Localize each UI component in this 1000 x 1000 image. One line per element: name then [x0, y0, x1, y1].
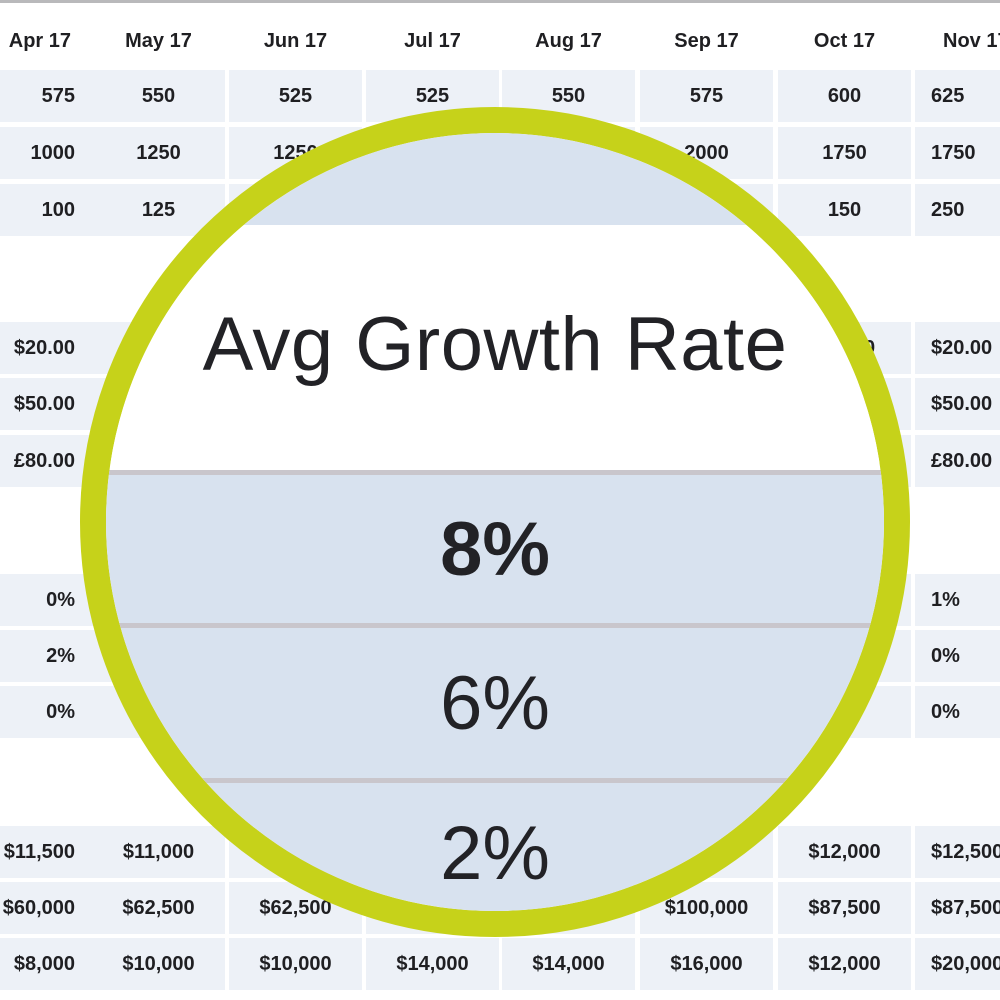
table-cell[interactable]: $14,000	[502, 938, 635, 990]
growth-rate-value-3: 2%	[106, 783, 884, 911]
table-cell[interactable]: $10,000	[92, 938, 225, 990]
table-cell[interactable]: 100	[0, 184, 93, 236]
column-header: May 17	[125, 29, 192, 52]
table-cell[interactable]: 525	[229, 70, 362, 122]
table-cell[interactable]: 0%	[0, 574, 93, 626]
table-cell[interactable]: 1%	[915, 574, 1000, 626]
column-header: Jul 17	[404, 29, 461, 52]
table-cell[interactable]: £80.00	[0, 435, 93, 487]
table-cell[interactable]: $87,500	[915, 882, 1000, 934]
table-cell[interactable]: $50.00	[0, 378, 93, 430]
table-cell[interactable]: 600	[778, 70, 911, 122]
table-cell[interactable]: 0%	[915, 686, 1000, 738]
table-cell[interactable]: 575	[640, 70, 773, 122]
table-cell[interactable]: 575	[0, 70, 93, 122]
column-header: Aug 17	[535, 29, 602, 52]
table-cell[interactable]: $20.00	[0, 322, 93, 374]
table-cell[interactable]: $14,000	[366, 938, 499, 990]
avg-growth-rate-title: Avg Growth Rate	[106, 225, 884, 463]
magnifier-divider	[106, 778, 884, 783]
growth-rate-value-1: 8%	[106, 475, 884, 623]
table-cell[interactable]: 625	[915, 70, 1000, 122]
table-cell[interactable]: 0%	[915, 630, 1000, 682]
table-cell[interactable]: 2%	[0, 630, 93, 682]
table-cell[interactable]: 250	[915, 184, 1000, 236]
table-cell[interactable]: $11,500	[0, 826, 93, 878]
table-cell[interactable]: $50.00	[915, 378, 1000, 430]
table-cell[interactable]: $16,000	[640, 938, 773, 990]
magnifier-content: Avg Growth Rate 8% 6% 2%	[106, 133, 884, 911]
table-cell[interactable]: 1000	[0, 127, 93, 179]
table-cell[interactable]: $60,000	[0, 882, 93, 934]
table-cell[interactable]: 550	[92, 70, 225, 122]
table-cell[interactable]: 0%	[0, 686, 93, 738]
magnifier-header-band	[106, 133, 884, 225]
table-cell[interactable]: $10,000	[229, 938, 362, 990]
table-cell[interactable]: $12,000	[778, 938, 911, 990]
table-cell[interactable]: $20.00	[915, 322, 1000, 374]
column-header: Nov 17	[943, 29, 1000, 52]
table-cell[interactable]: $12,500	[915, 826, 1000, 878]
column-header: Apr 17	[8, 29, 71, 52]
magnifier-divider	[106, 470, 884, 475]
column-header: Jun 17	[263, 29, 328, 52]
magnifier-divider	[106, 623, 884, 628]
top-border	[0, 0, 1000, 3]
magnifier-callout: Avg Growth Rate 8% 6% 2%	[80, 107, 910, 937]
column-header: Sep 17	[674, 29, 739, 52]
table-cell[interactable]: 1750	[915, 127, 1000, 179]
column-header: Oct 17	[813, 29, 876, 52]
growth-rate-value-2: 6%	[106, 628, 884, 778]
table-cell[interactable]: $20,000	[915, 938, 1000, 990]
table-cell[interactable]: £80.00	[915, 435, 1000, 487]
table-cell[interactable]: $8,000	[0, 938, 93, 990]
